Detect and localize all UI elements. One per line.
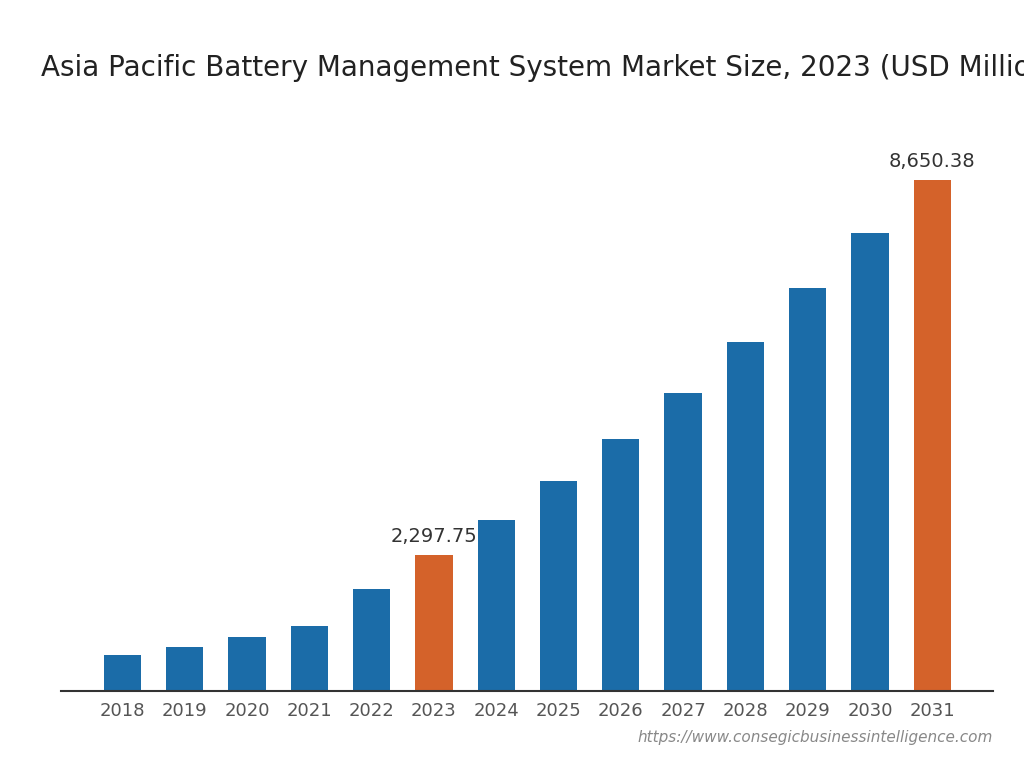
Bar: [103, 654, 141, 691]
Text: 8,650.38: 8,650.38: [889, 152, 976, 170]
Bar: [665, 392, 701, 691]
Bar: [291, 626, 328, 691]
Text: 2,297.75: 2,297.75: [390, 528, 477, 547]
Bar: [602, 439, 639, 691]
Bar: [477, 520, 515, 691]
Text: Asia Pacific Battery Management System Market Size, 2023 (USD Million): Asia Pacific Battery Management System M…: [41, 54, 1024, 81]
Bar: [540, 482, 578, 691]
Bar: [788, 288, 826, 691]
Bar: [228, 637, 266, 691]
Bar: [166, 647, 204, 691]
Bar: [851, 233, 889, 691]
Bar: [353, 590, 390, 691]
Text: https://www.consegicbusinessintelligence.com: https://www.consegicbusinessintelligence…: [638, 730, 993, 745]
Bar: [416, 555, 453, 691]
Bar: [727, 343, 764, 691]
Bar: [913, 180, 951, 691]
